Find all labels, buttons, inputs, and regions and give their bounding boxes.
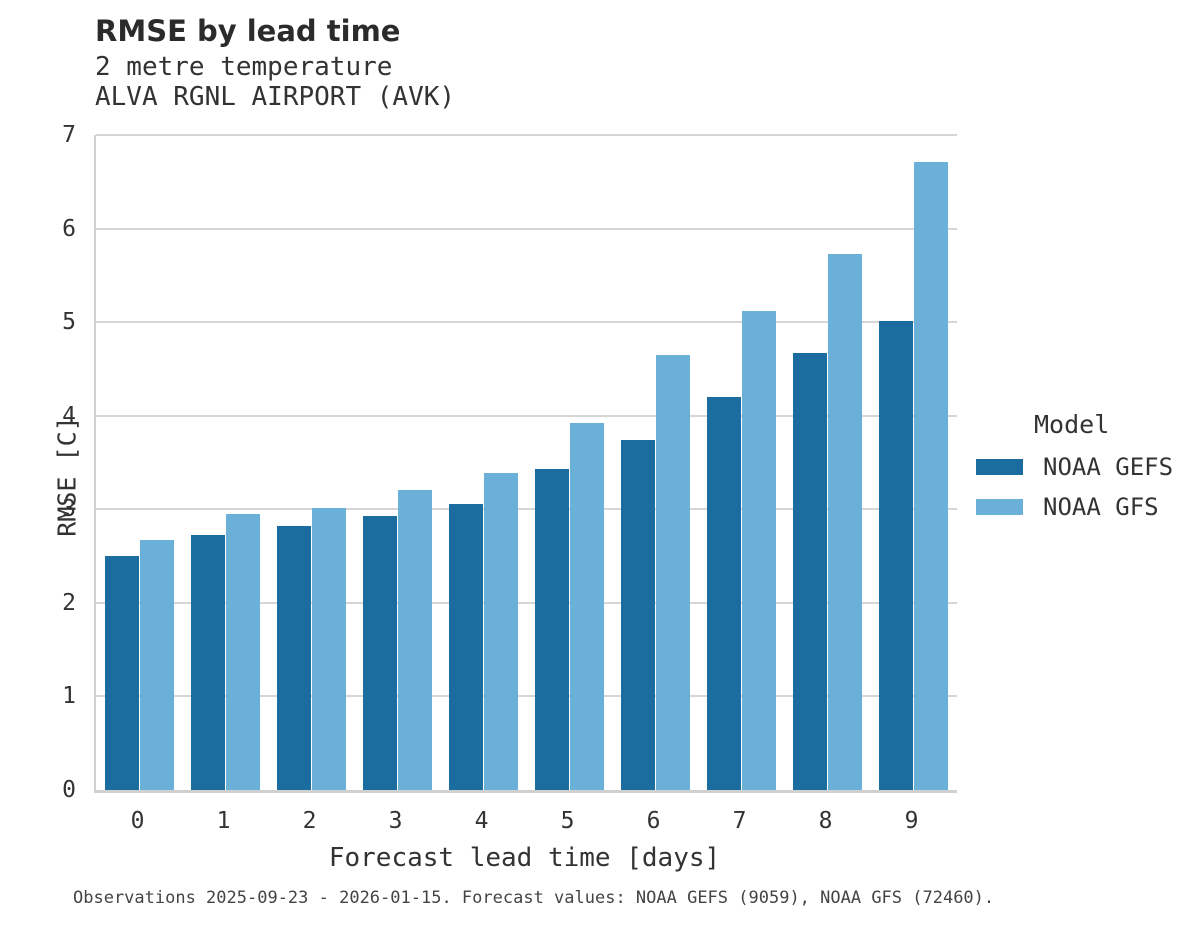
plot-area [94,134,957,793]
x-tick-label-3: 3 [388,808,403,834]
bar-noaa-gefs-lead-1[interactable] [191,535,225,790]
gridline-y-7 [96,134,957,136]
x-tick-label-4: 4 [474,808,489,834]
bar-noaa-gefs-lead-9[interactable] [879,321,913,790]
bar-noaa-gfs-lead-2[interactable] [312,508,346,790]
legend-rows: NOAA GEFS NOAA GFS [976,453,1191,521]
bar-noaa-gfs-lead-4[interactable] [484,473,518,790]
gridline-y-6 [96,227,957,230]
bar-noaa-gfs-lead-7[interactable] [742,311,776,790]
legend: Model NOAA GEFS NOAA GFS [976,410,1191,533]
bar-noaa-gefs-lead-2[interactable] [277,526,311,790]
y-tick-label-5: 5 [62,309,76,336]
bar-noaa-gefs-lead-4[interactable] [449,504,483,790]
bar-noaa-gfs-lead-6[interactable] [656,355,690,790]
bar-noaa-gfs-lead-1[interactable] [226,514,260,790]
x-tick-label-1: 1 [216,808,231,834]
chart-subtitle: 2 metre temperature ALVA RGNL AIRPORT (A… [95,52,455,112]
y-tick-label-1: 1 [62,683,76,710]
x-tick-label-2: 2 [302,808,317,834]
x-axis-title: Forecast lead time [days] [328,843,721,873]
gridline-y-2 [96,601,957,604]
x-tick-label-9: 9 [904,808,919,834]
gridline-y-4 [96,414,957,417]
x-tick-label-0: 0 [130,808,145,834]
x-tick-label-6: 6 [646,808,661,834]
gridline-y-3 [96,508,957,511]
y-tick-label-6: 6 [62,215,76,242]
bar-noaa-gefs-lead-0[interactable] [105,556,139,790]
legend-item-noaa-gefs[interactable]: NOAA GEFS [976,453,1191,481]
chart-subtitle-variable: 2 metre temperature [95,52,393,82]
gridline-y-5 [96,321,957,324]
legend-swatch-icon [976,459,1023,475]
y-tick-label-7: 7 [62,122,76,148]
y-axis-title: RMSE [C] [52,416,82,537]
bar-noaa-gfs-lead-8[interactable] [828,254,862,790]
legend-item-noaa-gfs[interactable]: NOAA GFS [976,493,1191,521]
x-tick-label-7: 7 [732,808,747,834]
y-tick-label-3: 3 [62,496,76,523]
caption: Observations 2025-09-23 - 2026-01-15. Fo… [73,888,995,908]
y-tick-label-2: 2 [62,589,76,616]
bar-noaa-gfs-lead-5[interactable] [570,423,604,790]
bar-noaa-gefs-lead-3[interactable] [363,516,397,790]
bar-noaa-gfs-lead-3[interactable] [398,490,432,790]
bar-noaa-gefs-lead-5[interactable] [535,469,569,790]
y-tick-label-4: 4 [62,402,76,429]
bar-noaa-gefs-lead-8[interactable] [793,353,827,790]
legend-label: NOAA GEFS [1043,453,1174,481]
y-tick-label-0: 0 [62,777,76,803]
x-tick-label-5: 5 [560,808,575,834]
bar-noaa-gfs-lead-0[interactable] [140,540,174,790]
bar-noaa-gefs-lead-6[interactable] [621,440,655,790]
chart-subtitle-station: ALVA RGNL AIRPORT (AVK) [95,82,456,112]
bar-noaa-gfs-lead-9[interactable] [914,162,948,790]
gridline-y-1 [96,695,957,698]
chart-title: RMSE by lead time [95,14,401,48]
bar-noaa-gefs-lead-7[interactable] [707,397,741,790]
x-tick-label-8: 8 [818,808,833,834]
legend-swatch-icon [976,499,1023,515]
legend-title: Model [1034,410,1110,439]
legend-label: NOAA GFS [1043,493,1159,521]
